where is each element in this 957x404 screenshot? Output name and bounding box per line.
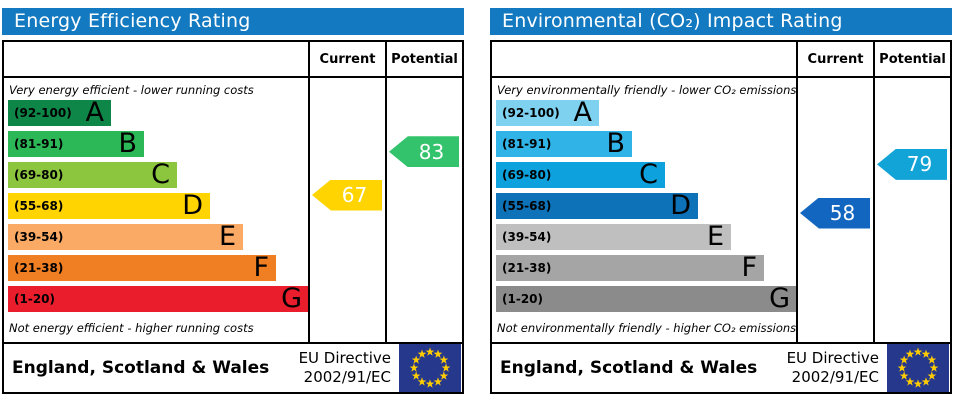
band-bar-c: (69-80) C (496, 159, 665, 190)
current-rating-arrow: 67 (312, 179, 382, 211)
rating-chart: Current Potential Very energy efficient … (2, 40, 464, 344)
band-letter: B (606, 128, 625, 159)
band-letter: D (182, 190, 203, 221)
band-range-label: (21-38) (14, 261, 64, 275)
top-note: Very energy efficient - lower running co… (9, 83, 254, 97)
band-range-label: (55-68) (502, 199, 552, 213)
band-bar-g: (1-20) G (8, 283, 309, 314)
band-bar-c: (69-80) C (8, 159, 177, 190)
current-column-header: Current (308, 42, 385, 76)
potential-column: 79 (873, 78, 950, 342)
current-rating-arrow: 58 (800, 197, 870, 229)
band-letter: E (218, 221, 236, 252)
band-bar-a: (92-100) A (8, 97, 111, 128)
chart-header-row: Current Potential (4, 42, 462, 78)
band-range-label: (21-38) (502, 261, 552, 275)
band-range-label: (92-100) (14, 106, 72, 120)
eu-flag-icon (399, 344, 461, 392)
band-range-label: (92-100) (502, 106, 560, 120)
band-bar-g: (1-20) G (496, 283, 797, 314)
potential-rating-arrow: 83 (389, 136, 459, 168)
band-letter: B (118, 128, 137, 159)
chart-body: Very energy efficient - lower running co… (4, 78, 462, 342)
eu-directive-line2: 2002/91/EC (791, 368, 879, 386)
rating-chart: Current Potential Very environmentally f… (490, 40, 952, 344)
eu-directive-line1: EU Directive (298, 349, 391, 368)
band-range-label: (69-80) (14, 168, 64, 182)
band-bar-f: (21-38) F (8, 252, 276, 283)
footer: England, Scotland & Wales EU Directive 2… (2, 342, 464, 394)
eu-directive-line1: EU Directive (786, 349, 879, 368)
band-range-label: (55-68) (14, 199, 64, 213)
bands-area: Very environmentally friendly - lower CO… (492, 78, 797, 342)
band-range-label: (39-54) (502, 230, 552, 244)
footer: England, Scotland & Wales EU Directive 2… (490, 342, 952, 394)
band-range-label: (69-80) (502, 168, 552, 182)
band-letter: A (573, 97, 592, 128)
chart-header-row: Current Potential (492, 42, 950, 78)
eu-directive-label: EU Directive 2002/91/EC (787, 349, 879, 387)
panel-title: Environmental (CO₂) Impact Rating (490, 8, 952, 35)
potential-rating-arrow: 79 (877, 148, 947, 180)
band-bar-b: (81-91) B (496, 128, 632, 159)
energy-efficiency-panel: Energy Efficiency Rating Current Potenti… (2, 8, 464, 394)
header-spacer (4, 42, 308, 76)
eu-directive-line2: 2002/91/EC (303, 368, 391, 386)
band-range-label: (81-91) (14, 137, 64, 151)
current-column: 67 (308, 78, 385, 342)
band-letter: F (741, 252, 757, 283)
potential-column-header: Potential (385, 42, 462, 76)
potential-column-header: Potential (873, 42, 950, 76)
current-column: 58 (796, 78, 873, 342)
band-letter: G (769, 283, 790, 314)
band-letter: A (85, 97, 104, 128)
band-range-label: (81-91) (502, 137, 552, 151)
bottom-note: Not environmentally friendly - higher CO… (497, 321, 796, 335)
band-bar-d: (55-68) D (496, 190, 698, 221)
band-bar-e: (39-54) E (8, 221, 243, 252)
eu-directive-label: EU Directive 2002/91/EC (299, 349, 391, 387)
header-spacer (492, 42, 796, 76)
current-column-header: Current (796, 42, 873, 76)
top-note: Very environmentally friendly - lower CO… (497, 83, 796, 97)
band-bar-b: (81-91) B (8, 128, 144, 159)
band-letter: E (706, 221, 724, 252)
band-letter: C (151, 159, 170, 190)
band-bars: (92-100) A (81-91) B (69-80) C (55-68) D (39-54)… (4, 97, 309, 314)
band-bar-e: (39-54) E (496, 221, 731, 252)
band-range-label: (1-20) (502, 292, 543, 306)
band-bar-a: (92-100) A (496, 97, 599, 128)
band-range-label: (39-54) (14, 230, 64, 244)
band-letter: C (639, 159, 658, 190)
band-bars: (92-100) A (81-91) B (69-80) C (55-68) D (39-54)… (492, 97, 797, 314)
eu-flag-icon (887, 344, 949, 392)
co2-impact-panel: Environmental (CO₂) Impact Rating Curren… (490, 8, 952, 394)
band-letter: G (281, 283, 302, 314)
bottom-note: Not energy efficient - higher running co… (9, 321, 254, 335)
region-label: England, Scotland & Wales (12, 358, 270, 378)
band-letter: D (670, 190, 691, 221)
potential-column: 83 (385, 78, 462, 342)
bands-area: Very energy efficient - lower running co… (4, 78, 309, 342)
chart-body: Very environmentally friendly - lower CO… (492, 78, 950, 342)
band-bar-f: (21-38) F (496, 252, 764, 283)
panel-title: Energy Efficiency Rating (2, 8, 464, 35)
band-letter: F (253, 252, 269, 283)
band-bar-d: (55-68) D (8, 190, 210, 221)
band-range-label: (1-20) (14, 292, 55, 306)
region-label: England, Scotland & Wales (500, 358, 758, 378)
